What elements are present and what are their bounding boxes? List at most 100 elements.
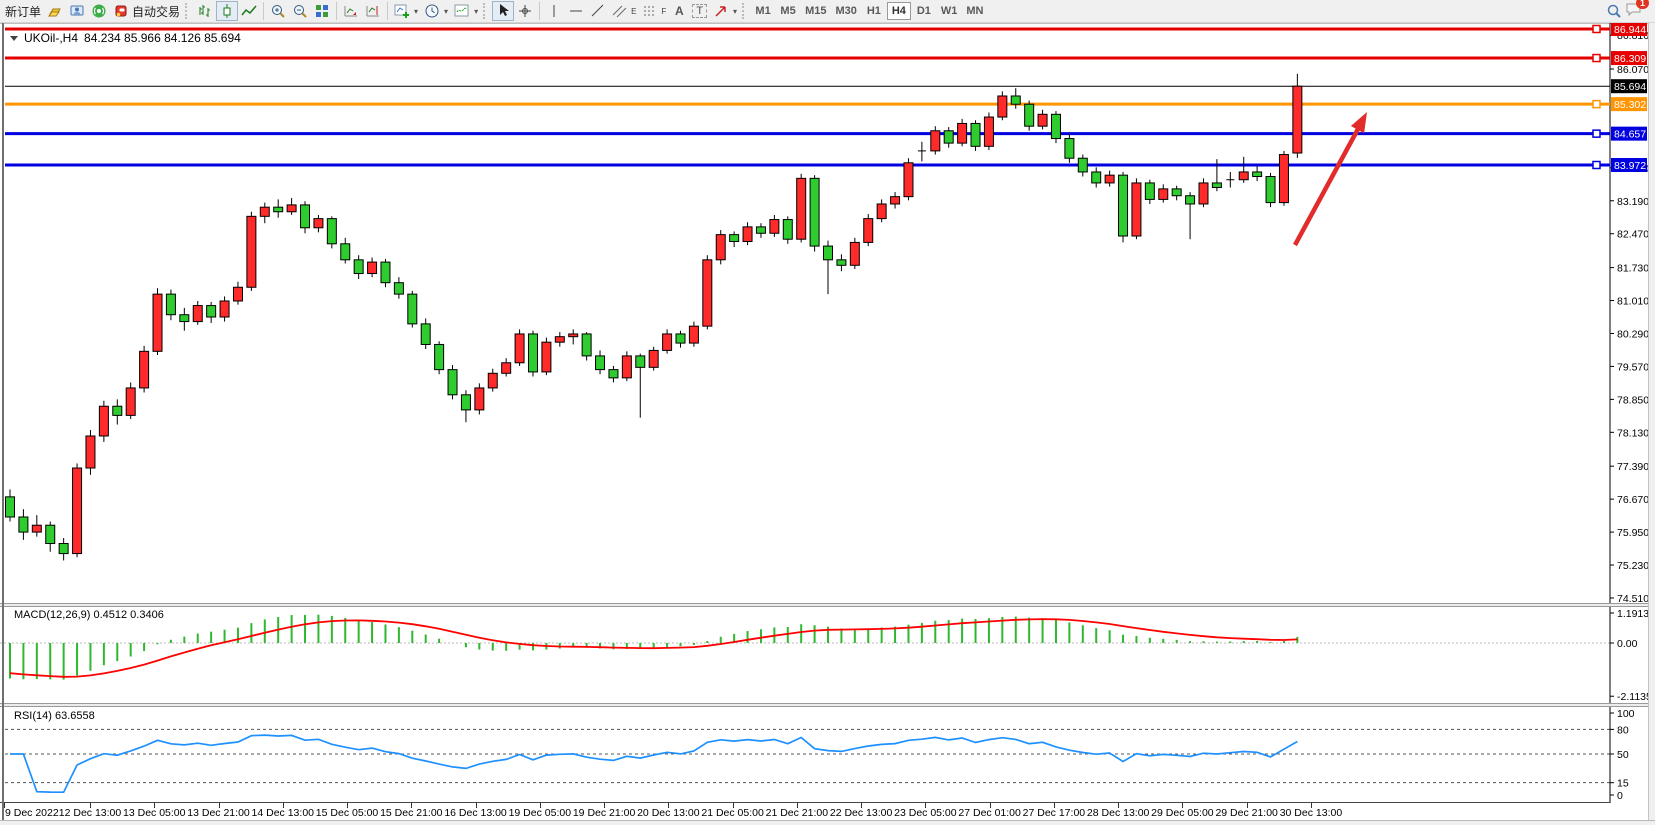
autotrading-label: 自动交易 xyxy=(132,4,181,19)
macd-label: MACD(12,26,9) 0.4512 0.3406 xyxy=(14,609,164,621)
crosshair-icon xyxy=(519,5,532,17)
time-axis-label: 12 Dec 13:00 xyxy=(58,807,122,819)
chart-title: UKOil-,H4 84.234 85.966 84.126 85.694 xyxy=(10,31,241,45)
time-tick xyxy=(668,803,670,808)
line-handle[interactable] xyxy=(1592,24,1601,34)
profile-icon[interactable] xyxy=(66,1,88,21)
broadcast-icon xyxy=(92,4,106,18)
cursor-icon xyxy=(500,4,510,16)
gold-icon[interactable] xyxy=(44,1,66,21)
svg-text:79.570: 79.570 xyxy=(1617,361,1649,373)
symbol-dropdown-icon[interactable] xyxy=(10,35,18,41)
timeframe-button-mn[interactable]: MN xyxy=(962,2,987,20)
svg-text:86.309: 86.309 xyxy=(1614,53,1646,65)
signal-icon[interactable] xyxy=(88,1,110,21)
chevron-down-icon: ▾ xyxy=(414,6,419,16)
macd-pane[interactable]: 1.1913 0.00 -2.1135 xyxy=(0,607,1655,703)
tile-windows-button[interactable] xyxy=(311,1,333,21)
text-tool-button[interactable]: A xyxy=(669,1,689,21)
line-handle[interactable] xyxy=(1592,53,1601,63)
timeframe-button-d1[interactable]: D1 xyxy=(912,2,936,20)
time-tick xyxy=(4,803,5,808)
timeframe-button-m5[interactable]: M5 xyxy=(776,2,800,20)
autoscroll-button[interactable] xyxy=(340,1,362,21)
time-axis-label: 22 Dec 13:00 xyxy=(829,807,893,819)
label-tool-button[interactable]: T xyxy=(689,1,710,21)
chart-shift-icon xyxy=(366,6,380,17)
trend-arrow-annotation[interactable] xyxy=(1293,112,1367,247)
candlestick-chart-type-button[interactable] xyxy=(216,1,239,21)
chart-symbol-period: UKOil-,H4 xyxy=(24,31,79,45)
zoom-out-button[interactable] xyxy=(289,1,311,21)
search-button[interactable] xyxy=(1603,1,1625,21)
svg-text:0: 0 xyxy=(1617,790,1623,802)
svg-text:50: 50 xyxy=(1617,749,1629,761)
timeframe-button-h4[interactable]: H4 xyxy=(886,2,911,20)
timeframe-button-m1[interactable]: M1 xyxy=(751,2,775,20)
channel-tool-button[interactable]: E xyxy=(609,1,639,21)
text-tool-icon: A xyxy=(674,4,684,18)
time-tick xyxy=(1053,803,1055,808)
time-tick xyxy=(989,803,991,808)
chart-shift-button[interactable] xyxy=(362,1,384,21)
time-axis-label: 19 Dec 05:00 xyxy=(508,807,572,819)
rsi-pane[interactable]: 100 80 50 150 xyxy=(0,707,1655,803)
rsi-line xyxy=(10,734,1298,794)
bar-chart-type-button[interactable] xyxy=(194,1,216,21)
line-chart-type-button[interactable] xyxy=(238,1,260,21)
time-axis-label: 21 Dec 05:00 xyxy=(701,807,764,819)
vertical-line-tool-button[interactable] xyxy=(543,1,565,21)
fibonacci-icon xyxy=(644,6,656,16)
timeframe-button-m15[interactable]: M15 xyxy=(801,2,830,20)
horizontal-line-tool-button[interactable] xyxy=(565,1,587,21)
pane-splitter[interactable] xyxy=(0,603,1655,607)
line-handle[interactable] xyxy=(1592,129,1601,138)
timeframe-button-w1[interactable]: W1 xyxy=(937,2,962,20)
zoom-in-button[interactable] xyxy=(267,1,289,21)
autotrading-button[interactable]: 自动交易 xyxy=(110,1,183,21)
add-indicator-icon xyxy=(394,4,410,18)
main-toolbar: 新订单 自动交易 xyxy=(0,0,1655,23)
time-tick xyxy=(861,803,863,808)
time-tick xyxy=(539,803,541,808)
svg-text:15: 15 xyxy=(1617,778,1629,790)
time-axis-label: 30 Dec 13:00 xyxy=(1279,807,1343,819)
add-indicator-button[interactable]: ▾ xyxy=(391,1,421,21)
toolbar-grip xyxy=(742,3,747,19)
period-button[interactable]: ▾ xyxy=(421,1,451,21)
svg-text:81.010: 81.010 xyxy=(1617,296,1649,308)
crosshair-tool-button[interactable] xyxy=(514,1,536,21)
time-tick xyxy=(282,803,284,808)
time-axis-label: 27 Dec 17:00 xyxy=(1022,807,1086,819)
time-tick xyxy=(1182,803,1184,808)
timeframe-button-h1[interactable]: H1 xyxy=(862,2,886,20)
cursor-tool-button[interactable] xyxy=(492,1,515,21)
time-tick xyxy=(1310,803,1312,808)
time-axis[interactable]: 9 Dec 2022 12 Dec 13:00 13 Dec 05:00 13 Dec… xyxy=(0,803,1655,820)
trendline-tool-button[interactable] xyxy=(587,1,609,21)
toolbar-separator xyxy=(336,2,338,20)
new-order-button[interactable]: 新订单 xyxy=(2,1,44,21)
svg-text:74.510: 74.510 xyxy=(1617,593,1649,603)
tile-windows-icon xyxy=(316,5,329,17)
fibonacci-tool-button[interactable]: F xyxy=(639,1,669,21)
line-handle[interactable] xyxy=(1592,160,1601,170)
arrows-tool-button[interactable]: ▾ xyxy=(710,1,740,21)
pane-splitter[interactable] xyxy=(0,703,1655,707)
main-chart-pane[interactable]: 86.81086.07083.91083.19082.47081.73081.0… xyxy=(0,23,1655,603)
template-icon xyxy=(454,4,469,17)
svg-text:78.850: 78.850 xyxy=(1617,394,1649,406)
line-handle[interactable] xyxy=(1592,99,1601,109)
zoom-out-icon xyxy=(294,5,307,18)
notifications-button[interactable]: 1 xyxy=(1625,0,1649,22)
time-tick xyxy=(796,803,798,808)
templates-button[interactable]: ▾ xyxy=(451,1,481,21)
time-axis-label: 16 Dec 13:00 xyxy=(444,807,507,819)
svg-text:77.390: 77.390 xyxy=(1617,461,1649,473)
autoscroll-icon xyxy=(344,6,358,17)
svg-text:85.694: 85.694 xyxy=(1614,81,1646,93)
timeframe-button-m30[interactable]: M30 xyxy=(831,2,860,20)
channel-letter: E xyxy=(631,6,637,16)
toolbar-separator xyxy=(539,2,541,20)
window-left-border xyxy=(2,23,4,820)
